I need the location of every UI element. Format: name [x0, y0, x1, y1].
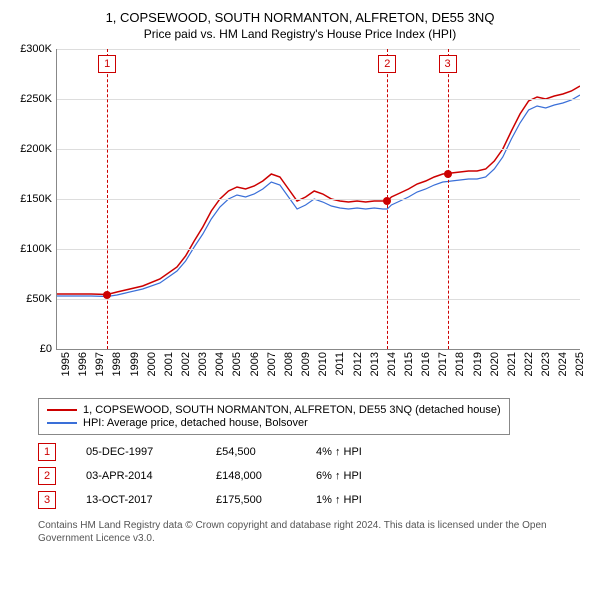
x-tick-label: 2007	[266, 352, 278, 376]
x-tick-label: 2024	[557, 352, 569, 376]
footnote: Contains HM Land Registry data © Crown c…	[38, 519, 588, 545]
x-tick-label: 2002	[180, 352, 192, 376]
x-axis-labels: 1995 1996 1997 1998 1999 2000 2001 2002 2003 2004…	[56, 352, 580, 392]
gridline	[57, 49, 580, 50]
x-tick-label: 2020	[489, 352, 501, 376]
transaction-diff: 1% ↑ HPI	[316, 494, 406, 506]
transaction-date: 05-DEC-1997	[86, 446, 186, 458]
chart-title: 1, COPSEWOOD, SOUTH NORMANTON, ALFRETON,…	[12, 10, 588, 25]
legend-swatch	[47, 422, 77, 424]
marker-label: 2	[378, 55, 396, 73]
marker-line	[107, 49, 108, 349]
x-tick-label: 2011	[334, 352, 346, 376]
x-tick-label: 2008	[283, 352, 295, 376]
x-tick-label: 2003	[197, 352, 209, 376]
x-tick-label: 2010	[317, 352, 329, 376]
chart-subtitle: Price paid vs. HM Land Registry's House …	[12, 27, 588, 41]
y-tick-label: £200K	[20, 143, 56, 155]
marker-dot	[444, 170, 452, 178]
transaction-date: 03-APR-2014	[86, 470, 186, 482]
transaction-date: 13-OCT-2017	[86, 494, 186, 506]
series-property	[57, 86, 580, 295]
transaction-marker: 2	[38, 467, 56, 485]
x-tick-label: 2018	[454, 352, 466, 376]
x-tick-label: 2015	[403, 352, 415, 376]
chart-container: 1, COPSEWOOD, SOUTH NORMANTON, ALFRETON,…	[0, 0, 600, 557]
y-tick-label: £100K	[20, 243, 56, 255]
x-tick-label: 2009	[300, 352, 312, 376]
transaction-diff: 6% ↑ HPI	[316, 470, 406, 482]
marker-label: 3	[439, 55, 457, 73]
y-tick-label: £300K	[20, 43, 56, 55]
transaction-row: 3 13-OCT-2017 £175,500 1% ↑ HPI	[38, 491, 588, 509]
y-tick-label: £250K	[20, 93, 56, 105]
x-tick-label: 2000	[146, 352, 158, 376]
x-tick-label: 2014	[386, 352, 398, 376]
y-tick-label: £150K	[20, 193, 56, 205]
transaction-row: 2 03-APR-2014 £148,000 6% ↑ HPI	[38, 467, 588, 485]
transaction-marker: 1	[38, 443, 56, 461]
x-tick-label: 2004	[214, 352, 226, 376]
x-tick-label: 1995	[60, 352, 72, 376]
x-tick-label: 2025	[574, 352, 586, 376]
legend-item: HPI: Average price, detached house, Bols…	[47, 417, 501, 429]
x-tick-label: 2016	[420, 352, 432, 376]
x-tick-label: 1997	[94, 352, 106, 376]
y-tick-label: £50K	[26, 293, 56, 305]
x-tick-label: 1999	[129, 352, 141, 376]
x-tick-label: 1998	[111, 352, 123, 376]
legend: 1, COPSEWOOD, SOUTH NORMANTON, ALFRETON,…	[38, 398, 510, 435]
transaction-marker: 3	[38, 491, 56, 509]
marker-label: 1	[98, 55, 116, 73]
marker-dot	[383, 197, 391, 205]
transaction-row: 1 05-DEC-1997 £54,500 4% ↑ HPI	[38, 443, 588, 461]
x-tick-label: 2013	[369, 352, 381, 376]
y-tick-label: £0	[40, 343, 56, 355]
x-tick-label: 2021	[506, 352, 518, 376]
legend-swatch	[47, 409, 77, 411]
x-tick-label: 2012	[352, 352, 364, 376]
marker-dot	[103, 291, 111, 299]
gridline	[57, 249, 580, 250]
legend-label: HPI: Average price, detached house, Bols…	[83, 417, 308, 429]
legend-label: 1, COPSEWOOD, SOUTH NORMANTON, ALFRETON,…	[83, 404, 501, 416]
x-tick-label: 2019	[472, 352, 484, 376]
plot-region: 1 2 3	[56, 49, 580, 350]
marker-line	[448, 49, 449, 349]
x-tick-label: 2017	[437, 352, 449, 376]
x-tick-label: 2001	[163, 352, 175, 376]
transaction-table: 1 05-DEC-1997 £54,500 4% ↑ HPI 2 03-APR-2014 £…	[38, 443, 588, 509]
x-tick-label: 2023	[540, 352, 552, 376]
x-tick-label: 2006	[249, 352, 261, 376]
gridline	[57, 99, 580, 100]
gridline	[57, 199, 580, 200]
legend-item: 1, COPSEWOOD, SOUTH NORMANTON, ALFRETON,…	[47, 404, 501, 416]
chart-area: 1 2 3 1995 1996 1997 1998 1999 2000 2001 2002 2003…	[56, 49, 580, 392]
transaction-price: £148,000	[216, 470, 286, 482]
transaction-price: £175,500	[216, 494, 286, 506]
series-hpi	[57, 95, 580, 297]
gridline	[57, 149, 580, 150]
gridline	[57, 299, 580, 300]
x-tick-label: 2022	[523, 352, 535, 376]
x-tick-label: 2005	[231, 352, 243, 376]
transaction-diff: 4% ↑ HPI	[316, 446, 406, 458]
transaction-price: £54,500	[216, 446, 286, 458]
x-tick-label: 1996	[77, 352, 89, 376]
